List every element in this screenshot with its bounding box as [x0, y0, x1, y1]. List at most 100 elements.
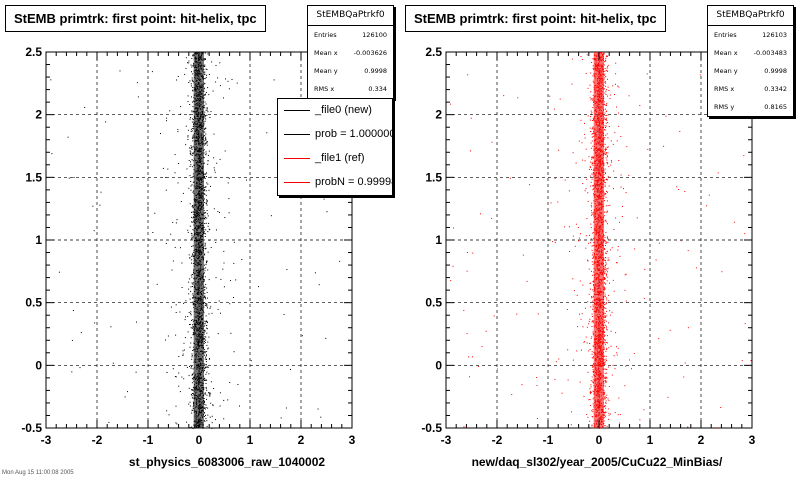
data-point	[208, 228, 210, 230]
data-point	[187, 316, 189, 317]
data-point	[192, 152, 193, 154]
data-point	[205, 76, 207, 78]
data-point	[162, 167, 164, 169]
data-point	[593, 131, 595, 132]
data-point	[567, 379, 569, 381]
data-point	[537, 313, 539, 315]
data-point	[607, 86, 609, 88]
data-point	[205, 133, 207, 135]
data-point	[207, 215, 209, 217]
data-point	[605, 372, 607, 374]
data-point	[591, 357, 593, 359]
data-point	[175, 422, 177, 424]
data-point	[241, 259, 243, 260]
data-point	[206, 366, 208, 368]
data-point	[213, 157, 215, 159]
data-point	[744, 233, 746, 235]
data-point	[603, 277, 605, 279]
data-point	[606, 360, 608, 362]
data-point	[604, 257, 606, 258]
data-point	[205, 414, 206, 416]
data-point	[204, 202, 206, 203]
data-point	[99, 204, 101, 206]
data-point	[206, 304, 208, 306]
data-point	[591, 128, 593, 130]
data-point	[192, 54, 194, 56]
data-point	[188, 375, 190, 377]
data-point	[605, 297, 607, 299]
data-point	[604, 319, 606, 321]
data-point	[192, 263, 194, 264]
data-point	[206, 389, 208, 391]
data-point	[206, 69, 208, 71]
data-point	[592, 321, 594, 323]
data-point	[175, 376, 177, 378]
data-point	[187, 136, 189, 138]
data-point	[204, 135, 206, 137]
data-point	[604, 293, 606, 295]
data-point	[624, 289, 626, 291]
data-point	[204, 349, 206, 351]
data-point	[604, 415, 606, 417]
data-point	[607, 241, 609, 243]
data-point	[329, 196, 331, 197]
stats-value: 0.334	[368, 85, 387, 93]
data-point	[605, 172, 606, 174]
data-point	[591, 296, 592, 298]
data-point	[204, 127, 206, 129]
data-point	[188, 288, 190, 290]
data-point	[188, 60, 190, 62]
data-point	[604, 344, 606, 346]
data-point	[204, 193, 206, 195]
data-point	[215, 419, 216, 421]
data-point	[590, 72, 592, 74]
data-point	[526, 280, 528, 282]
data-point	[603, 195, 605, 197]
data-point	[665, 115, 667, 117]
data-point	[191, 121, 193, 123]
data-point	[193, 333, 195, 335]
data-point	[592, 296, 594, 298]
data-point	[92, 205, 94, 207]
data-point	[205, 115, 207, 116]
x-tick-label: 1	[247, 433, 254, 447]
data-point	[586, 178, 588, 180]
data-point	[592, 117, 594, 119]
data-point	[592, 120, 594, 121]
data-point	[205, 136, 207, 138]
data-point	[588, 234, 590, 236]
data-point	[207, 366, 209, 368]
data-point	[605, 219, 607, 221]
data-point	[604, 271, 606, 273]
data-point	[203, 71, 205, 73]
data-point	[193, 65, 195, 67]
data-point	[615, 62, 617, 64]
data-point	[604, 340, 606, 342]
data-point	[588, 156, 590, 158]
stats-row: RMS x 0.334	[308, 80, 393, 98]
data-point	[592, 97, 594, 99]
data-point	[205, 118, 207, 120]
data-point	[643, 409, 645, 411]
data-point	[187, 135, 189, 137]
data-point	[536, 385, 538, 386]
data-point	[588, 320, 590, 322]
data-point	[605, 122, 607, 124]
data-point	[189, 401, 191, 403]
data-point	[207, 183, 209, 185]
data-point	[204, 217, 206, 218]
legend-entry: _file0 (new)	[278, 99, 392, 121]
data-point	[569, 251, 571, 252]
data-point	[191, 233, 193, 235]
data-point	[176, 423, 178, 425]
data-point	[607, 205, 609, 207]
data-point	[191, 356, 193, 358]
data-point	[591, 353, 593, 355]
data-point	[207, 163, 209, 165]
data-point	[577, 227, 579, 228]
data-point	[206, 371, 208, 373]
data-point	[203, 287, 205, 288]
data-point	[605, 245, 606, 246]
data-point	[590, 185, 592, 187]
data-point	[193, 304, 195, 306]
